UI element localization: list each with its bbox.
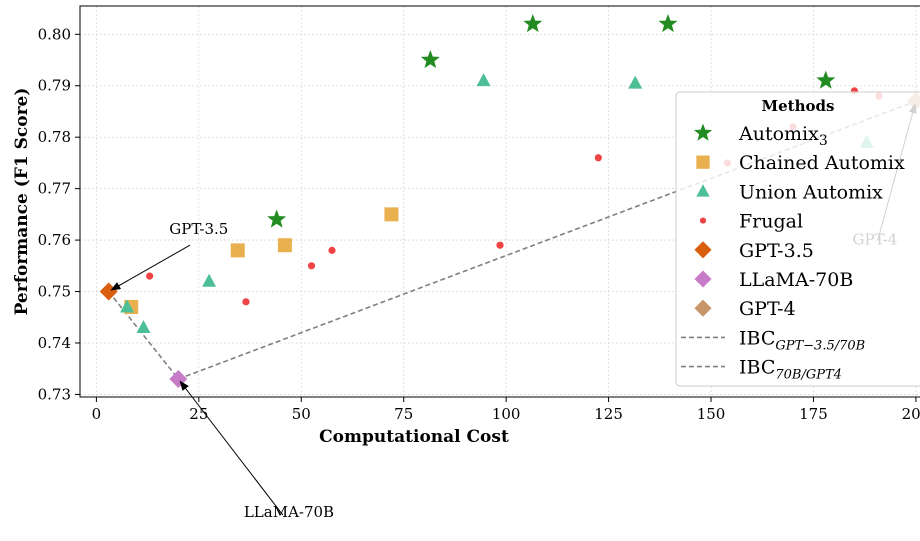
legend-label-frugal: Frugal — [739, 211, 803, 233]
x-tick-label: 150 — [697, 405, 726, 423]
legend-box — [675, 91, 920, 387]
y-tick-label: 0.73 — [38, 385, 71, 403]
legend-label-automix-3: Automix3 — [738, 123, 828, 149]
gpt-3-5-point — [99, 282, 118, 301]
legend-label-ibc-gpt-3-5-70b: IBCGPT−3.5/70B — [739, 327, 865, 353]
y-tick-label: 0.80 — [38, 25, 71, 43]
chained-automix-point — [277, 238, 292, 253]
x-tick-label: 200 — [902, 405, 920, 423]
frugal-point — [242, 298, 250, 306]
frugal-point — [307, 262, 316, 270]
frugal-point — [328, 246, 336, 254]
frugal-point — [594, 154, 602, 162]
legend-label-chained-automix: Chained Automix — [739, 152, 905, 174]
legend-marker-frugal — [699, 217, 707, 224]
automix3-point — [420, 50, 440, 69]
x-tick-label: 50 — [292, 405, 311, 423]
ibc-line-0 — [108, 291, 179, 380]
legend-label-llama-70b: LLaMA-70B — [739, 269, 853, 291]
legend-marker-llama-70b — [694, 270, 712, 288]
legend: Methods Automix3 Chained Automix Union Auto… — [675, 91, 920, 387]
legend-marker-union-automix — [696, 184, 710, 197]
chained-automix-point — [230, 243, 245, 258]
frugal-point — [496, 241, 504, 249]
legend-label-gpt-3-5: GPT-3.5 — [739, 240, 814, 262]
automix3-point — [658, 14, 678, 33]
legend-label-gpt-4: GPT-4 — [739, 298, 796, 320]
y-tick-label: 0.78 — [38, 128, 71, 146]
annotation-arrow-llama-70b — [179, 380, 284, 516]
legend-marker-gpt-4 — [694, 299, 712, 317]
frugal-point — [146, 272, 154, 280]
x-tick-label: 175 — [799, 405, 828, 423]
y-tick-label: 0.76 — [38, 231, 71, 249]
y-axis-title: Performance (F1 Score) — [12, 88, 32, 316]
x-tick-label: 0 — [92, 405, 102, 423]
chained-automix-point — [384, 207, 399, 222]
x-tick-label: 100 — [492, 405, 521, 423]
automix3-point — [816, 70, 836, 89]
x-tick-label: 125 — [594, 405, 623, 423]
union-automix-point — [120, 299, 135, 313]
llama-70b-point — [169, 369, 188, 388]
annotation-arrow-gpt-3-5 — [110, 244, 191, 291]
axes: 0 25 50 75 100 125 150 175 200 0.73 0.74 0.75 0.76 0.… — [12, 5, 920, 447]
union-automix-point — [628, 75, 643, 89]
plot-frame — [79, 5, 920, 398]
union-automix-point — [136, 320, 151, 334]
automix3-point — [523, 14, 543, 33]
legend-marker-chained-automix — [696, 155, 710, 169]
y-tick-label: 0.79 — [38, 77, 71, 95]
y-tick-label: 0.75 — [38, 283, 71, 301]
x-tick-label: 25 — [189, 405, 208, 423]
automix3-point — [267, 209, 287, 228]
legend-label-union-automix: Union Automix — [739, 181, 883, 203]
union-automix-point — [202, 273, 217, 287]
annotation-label-llama-70b: LLaMA-70B — [244, 503, 334, 521]
x-axis-title: Computational Cost — [319, 427, 509, 447]
y-tick-label: 0.77 — [38, 180, 71, 198]
legend-marker-gpt-3-5 — [694, 241, 712, 259]
x-tick-label: 75 — [394, 405, 413, 423]
annotation-label-gpt-3-5: GPT-3.5 — [169, 220, 228, 238]
y-tick-label: 0.74 — [38, 334, 71, 352]
legend-marker-automix-3 — [693, 123, 713, 141]
union-automix-point — [476, 73, 491, 87]
legend-title: Methods — [762, 97, 835, 115]
